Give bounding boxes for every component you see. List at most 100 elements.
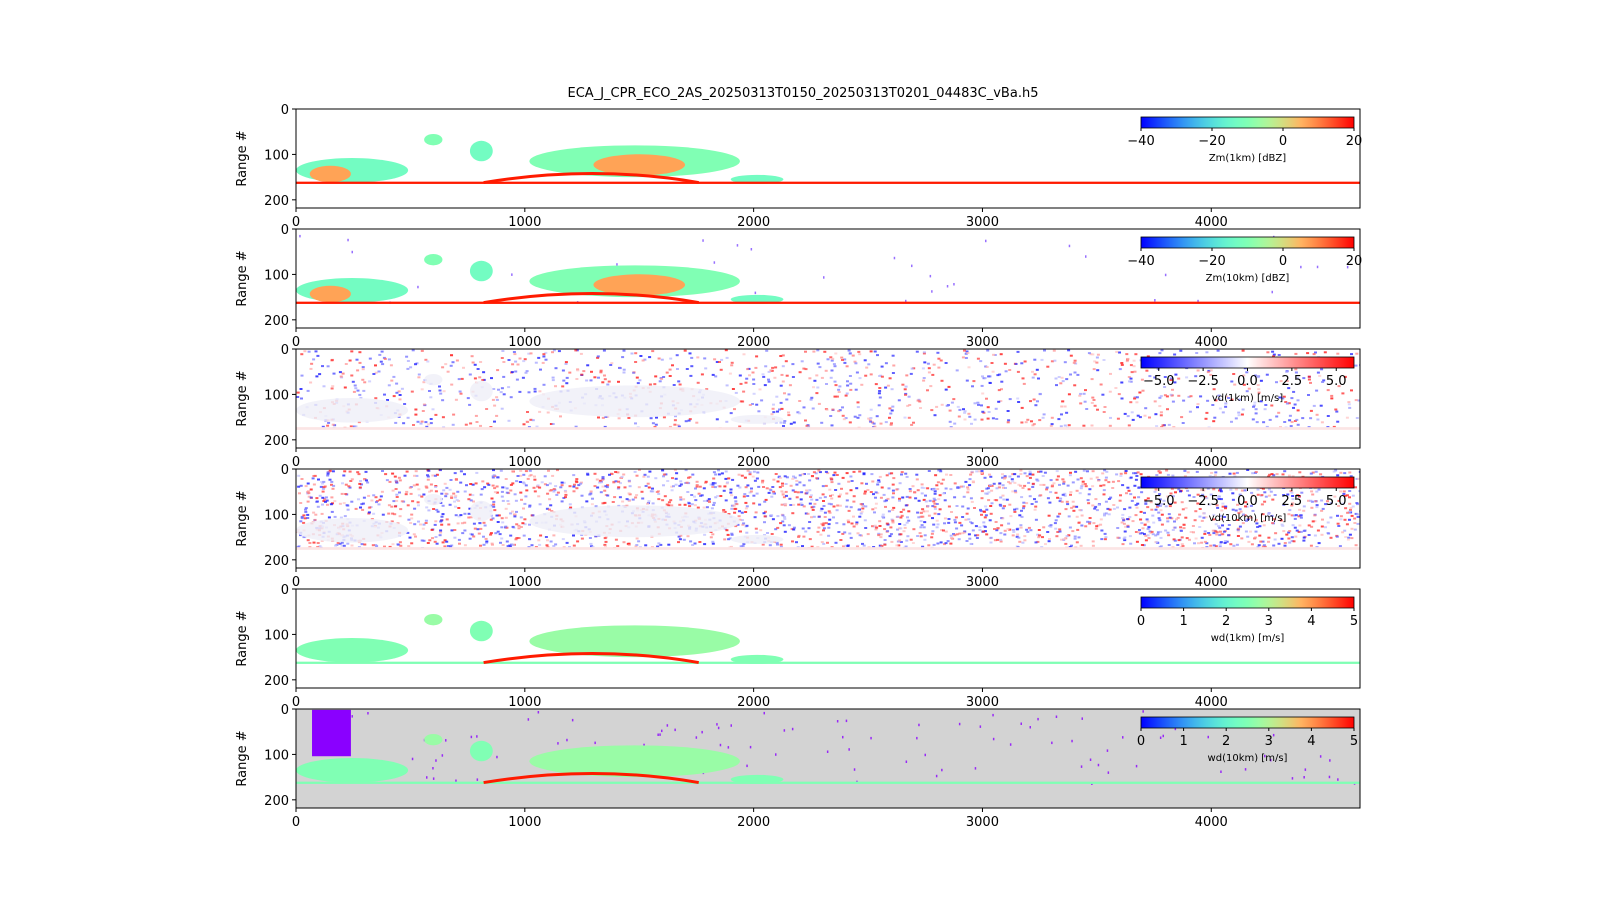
x-tick-label: 0	[292, 815, 300, 830]
heatmap-image	[296, 234, 1360, 305]
x-tick-label: 3000	[966, 335, 999, 350]
heatmap-image	[296, 469, 1360, 550]
colorbar-label: wd(1km) [m/s]	[1211, 633, 1285, 644]
x-tick-label: 4000	[1195, 695, 1228, 710]
colorbar-tick-label: 0	[1137, 614, 1145, 629]
colorbar-tick-label: 2.5	[1282, 374, 1303, 389]
y-tick-label: 100	[264, 388, 289, 403]
colorbar	[1140, 716, 1355, 729]
x-tick-label: 3000	[966, 455, 999, 470]
colorbar-label: vd(10km) [m/s]	[1209, 513, 1287, 524]
colorbar-tick-label: 5.0	[1326, 494, 1347, 509]
x-tick-label: 2000	[737, 215, 770, 230]
y-tick-label: 200	[264, 434, 289, 449]
colorbar-tick-label: −5.0	[1143, 374, 1175, 389]
y-tick-label: 0	[281, 703, 289, 718]
colorbar-label: wd(10km) [m/s]	[1208, 753, 1288, 764]
y-tick-label: 0	[281, 343, 289, 358]
y-tick-label: 200	[264, 194, 289, 209]
colorbar-tick-label: 0	[1137, 734, 1145, 749]
x-tick-label: 1000	[508, 815, 541, 830]
colorbar-tick-label: 2.5	[1282, 494, 1303, 509]
colorbar-tick-label: −2.5	[1187, 374, 1219, 389]
x-tick-label: 0	[292, 455, 300, 470]
x-tick-label: 0	[292, 335, 300, 350]
colorbar-tick-label: 2	[1222, 614, 1230, 629]
y-tick-label: 0	[281, 223, 289, 238]
colorbar-tick-label: 5	[1350, 614, 1358, 629]
colorbar-tick-label: 5	[1350, 734, 1358, 749]
colorbar	[1140, 356, 1355, 369]
y-axis-label: Range #	[235, 730, 250, 786]
y-axis-label: Range #	[235, 370, 250, 426]
x-tick-label: 3000	[966, 215, 999, 230]
colorbar-tick-label: −40	[1127, 254, 1154, 269]
x-tick-label: 2000	[737, 455, 770, 470]
colorbar-label: Zm(1km) [dBZ]	[1209, 153, 1286, 164]
y-tick-label: 0	[281, 103, 289, 118]
colorbar	[1140, 476, 1355, 489]
colorbar-tick-label: 0	[1279, 134, 1287, 149]
colorbar-tick-label: −2.5	[1187, 494, 1219, 509]
colorbar-tick-label: 4	[1307, 614, 1315, 629]
y-tick-label: 100	[264, 748, 289, 763]
colorbar-tick-label: 0.0	[1237, 494, 1258, 509]
y-tick-label: 100	[264, 628, 289, 643]
axes-frame	[295, 588, 1361, 689]
y-axis-label: Range #	[235, 250, 250, 306]
x-tick-label: 4000	[1195, 335, 1228, 350]
y-tick-label: 200	[264, 674, 289, 689]
x-tick-label: 0	[292, 575, 300, 590]
colorbar-tick-label: 2	[1222, 734, 1230, 749]
axes-frame	[295, 468, 1361, 569]
colorbar-tick-label: 1	[1179, 734, 1187, 749]
x-tick-label: 4000	[1195, 815, 1228, 830]
colorbar-tick-label: 3	[1265, 734, 1273, 749]
axes-frame	[295, 708, 1361, 809]
x-tick-label: 3000	[966, 575, 999, 590]
x-tick-label: 1000	[508, 335, 541, 350]
y-tick-label: 0	[281, 583, 289, 598]
x-tick-label: 2000	[737, 695, 770, 710]
colorbar-tick-label: 3	[1265, 614, 1273, 629]
axes-frame	[295, 228, 1361, 329]
x-tick-label: 3000	[966, 695, 999, 710]
colorbar-tick-label: −20	[1198, 254, 1225, 269]
figure-title: ECA_J_CPR_ECO_2AS_20250313T0150_20250313…	[568, 86, 1039, 101]
x-tick-label: 2000	[737, 815, 770, 830]
x-tick-label: 1000	[508, 215, 541, 230]
heatmap-image	[296, 709, 1360, 785]
heatmap-image	[296, 133, 1360, 185]
colorbar-tick-label: 5.0	[1326, 374, 1347, 389]
y-tick-label: 200	[264, 554, 289, 569]
colorbar	[1140, 116, 1355, 129]
x-tick-label: 2000	[737, 335, 770, 350]
colorbar-tick-label: −5.0	[1143, 494, 1175, 509]
colorbar-tick-label: −40	[1127, 134, 1154, 149]
colorbar-tick-label: 1	[1179, 614, 1187, 629]
colorbar	[1140, 596, 1355, 609]
x-tick-label: 1000	[508, 575, 541, 590]
x-tick-label: 4000	[1195, 575, 1228, 590]
colorbar	[1140, 236, 1355, 249]
y-axis-label: Range #	[235, 490, 250, 546]
colorbar-label: vd(1km) [m/s]	[1212, 393, 1283, 404]
y-tick-label: 100	[264, 148, 289, 163]
colorbar-tick-label: 0	[1279, 254, 1287, 269]
y-tick-label: 100	[264, 268, 289, 283]
x-tick-label: 1000	[508, 455, 541, 470]
colorbar-label: Zm(10km) [dBZ]	[1206, 273, 1290, 284]
y-axis-label: Range #	[235, 610, 250, 666]
y-tick-label: 100	[264, 508, 289, 523]
colorbar-tick-label: 20	[1346, 254, 1363, 269]
y-tick-label: 0	[281, 463, 289, 478]
x-tick-label: 2000	[737, 575, 770, 590]
colorbar-tick-label: −20	[1198, 134, 1225, 149]
